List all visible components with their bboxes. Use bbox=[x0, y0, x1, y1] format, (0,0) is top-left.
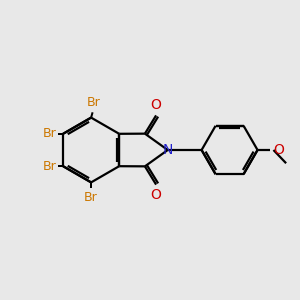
Text: Br: Br bbox=[86, 96, 100, 110]
Text: Br: Br bbox=[84, 190, 98, 204]
Text: Br: Br bbox=[43, 160, 57, 173]
Text: O: O bbox=[151, 188, 162, 202]
Text: O: O bbox=[151, 98, 162, 112]
Text: O: O bbox=[273, 143, 284, 157]
Text: Br: Br bbox=[43, 127, 57, 140]
Text: N: N bbox=[163, 143, 173, 157]
